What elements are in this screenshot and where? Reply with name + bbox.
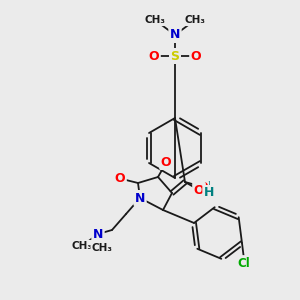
Text: N: N (170, 28, 180, 41)
Text: O: O (149, 50, 159, 62)
Text: CH₃: CH₃ (71, 241, 92, 251)
Text: CH₃: CH₃ (184, 15, 206, 25)
Text: O: O (115, 172, 125, 185)
Text: CH₃: CH₃ (92, 243, 112, 253)
Text: O: O (194, 184, 204, 196)
Text: N: N (135, 191, 145, 205)
Text: H: H (204, 187, 214, 200)
Text: Cl: Cl (238, 256, 250, 269)
Text: CH₃: CH₃ (145, 15, 166, 25)
Text: O: O (161, 155, 171, 169)
Text: O: O (198, 182, 208, 192)
Text: S: S (170, 50, 179, 62)
Text: N: N (93, 227, 103, 241)
Text: H: H (201, 181, 211, 194)
Text: O: O (191, 50, 201, 62)
